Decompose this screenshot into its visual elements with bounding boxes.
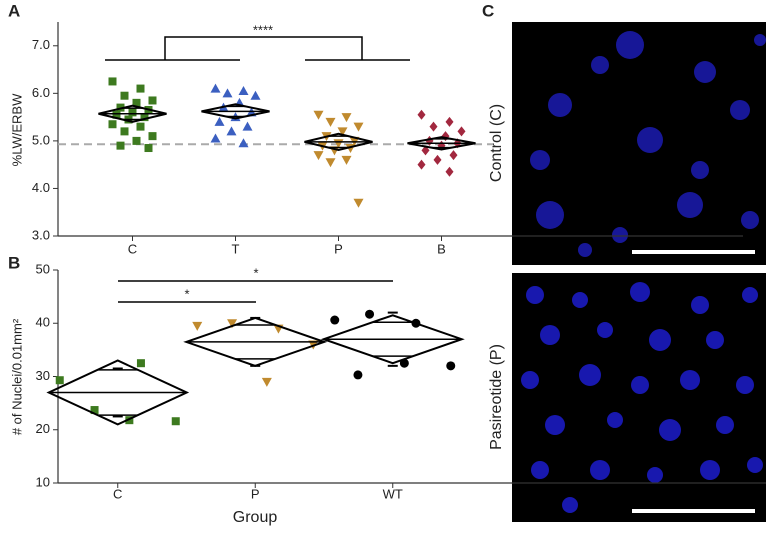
data-point: [210, 133, 221, 143]
x-tick-label: WT: [383, 486, 403, 501]
significance-label: *: [253, 265, 258, 280]
x-tick-label: C: [128, 241, 137, 256]
data-point: [222, 88, 233, 98]
data-point: [55, 376, 64, 385]
data-point: [433, 154, 442, 165]
y-tick-label: 3.0: [32, 227, 50, 242]
data-point: [330, 315, 340, 325]
data-point: [214, 116, 225, 126]
y-tick-label: 5.0: [32, 132, 50, 147]
data-point: [417, 159, 426, 170]
data-point: [171, 417, 180, 426]
data-point: [313, 151, 324, 161]
data-point: [313, 110, 324, 120]
data-point: [108, 120, 117, 129]
data-point: [325, 117, 336, 127]
image-label: Control (C): [488, 104, 505, 182]
data-point: [90, 406, 99, 415]
data-point: [227, 319, 238, 329]
data-point: [132, 136, 141, 145]
data-point: [238, 138, 249, 148]
data-point: [457, 126, 466, 137]
data-point: [353, 198, 364, 208]
x-tick-label: B: [437, 241, 446, 256]
data-point: [337, 127, 348, 137]
y-tick-label: 50: [36, 261, 50, 276]
x-tick-label: P: [251, 486, 260, 501]
x-tick-label: P: [334, 241, 343, 256]
y-tick-label: 6.0: [32, 85, 50, 100]
data-point: [112, 110, 121, 119]
y-tick-label: 4.0: [32, 180, 50, 195]
data-point: [120, 127, 129, 136]
data-point: [128, 108, 137, 117]
data-point: [210, 83, 221, 93]
panel-label: A: [8, 1, 20, 20]
data-point: [353, 370, 363, 380]
data-point: [192, 321, 203, 331]
significance-bracket: [164, 36, 363, 60]
data-point: [341, 155, 352, 165]
y-tick-label: 30: [36, 368, 50, 383]
data-point: [449, 150, 458, 161]
data-point: [250, 90, 261, 100]
data-point: [144, 144, 153, 153]
significance-label: ****: [253, 22, 273, 37]
data-point: [365, 309, 375, 319]
y-tick-label: 7.0: [32, 37, 50, 52]
y-tick-label: 10: [36, 474, 50, 489]
image-label: Pasireotide (P): [488, 344, 505, 450]
data-point: [446, 361, 456, 371]
panel-label: C: [482, 1, 494, 20]
data-point: [429, 121, 438, 132]
micrograph: [512, 273, 766, 522]
x-tick-label: C: [113, 486, 122, 501]
data-point: [148, 96, 157, 105]
data-point: [445, 166, 454, 177]
data-point: [136, 359, 145, 368]
data-point: [120, 91, 129, 100]
data-point: [226, 126, 237, 136]
x-axis-label: Group: [233, 509, 278, 526]
data-point: [238, 85, 249, 95]
data-point: [116, 141, 125, 150]
y-tick-label: 40: [36, 315, 50, 330]
x-tick-label: T: [232, 241, 240, 256]
panel-label: B: [8, 253, 20, 272]
data-point: [325, 158, 336, 168]
data-point: [341, 113, 352, 123]
data-point: [417, 109, 426, 120]
data-point: [140, 113, 149, 122]
data-point: [125, 416, 134, 425]
y-tick-label: 20: [36, 421, 50, 436]
micrograph: [512, 22, 766, 265]
data-point: [136, 122, 145, 131]
data-point: [136, 84, 145, 93]
data-point: [108, 77, 117, 86]
y-axis-label: %LW/ERBW: [9, 93, 24, 166]
data-point: [148, 132, 157, 141]
data-point: [132, 98, 141, 107]
data-point: [445, 116, 454, 127]
data-point: [242, 121, 253, 131]
data-point: [261, 377, 272, 387]
significance-label: *: [184, 286, 189, 301]
y-axis-label: # of Nuclei/0.01mm²: [9, 318, 24, 435]
data-point: [353, 122, 364, 132]
